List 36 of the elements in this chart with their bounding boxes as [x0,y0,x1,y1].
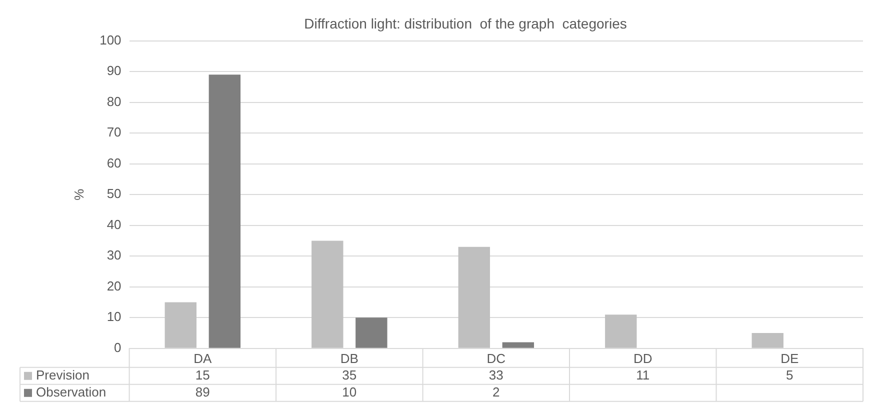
data-label: 11 [636,367,650,382]
data-label: 10 [342,384,357,400]
bar [752,333,784,348]
bar [605,314,637,348]
legend-label: Observation [36,384,106,400]
y-tick-label: 40 [106,216,122,232]
y-tick-label: 90 [106,63,122,78]
y-tick-label: 10 [106,309,122,324]
data-label: 89 [195,384,210,400]
y-tick-label: 60 [106,155,122,170]
y-tick-label: 50 [106,186,122,202]
x-tick-label: DA [194,350,212,366]
data-label: 2 [492,384,500,400]
data-label: 5 [786,367,794,382]
x-tick-label: DB [340,350,358,366]
y-axis-title: % [71,188,86,200]
data-label: 15 [195,367,210,382]
legend-label: Prevision [36,367,90,382]
y-tick-label: 20 [106,278,122,294]
bar [356,318,388,348]
bar [502,342,534,348]
bar [208,74,241,348]
bar [312,240,344,348]
bar [458,246,490,348]
x-tick-label: DC [486,350,506,366]
chart-title: Diffraction light: distribution of the graph categories [304,15,627,32]
y-tick-label: 70 [106,124,122,140]
bar [164,302,196,348]
x-tick-label: DE [780,350,799,366]
y-tick-label: 100 [100,32,122,48]
data-label: 33 [488,367,504,382]
y-tick-label: 30 [106,248,122,263]
y-tick-label: 80 [106,94,122,109]
data-label: 35 [342,367,357,382]
y-tick-label: 0 [114,340,122,355]
x-tick-label: DD [633,350,652,366]
